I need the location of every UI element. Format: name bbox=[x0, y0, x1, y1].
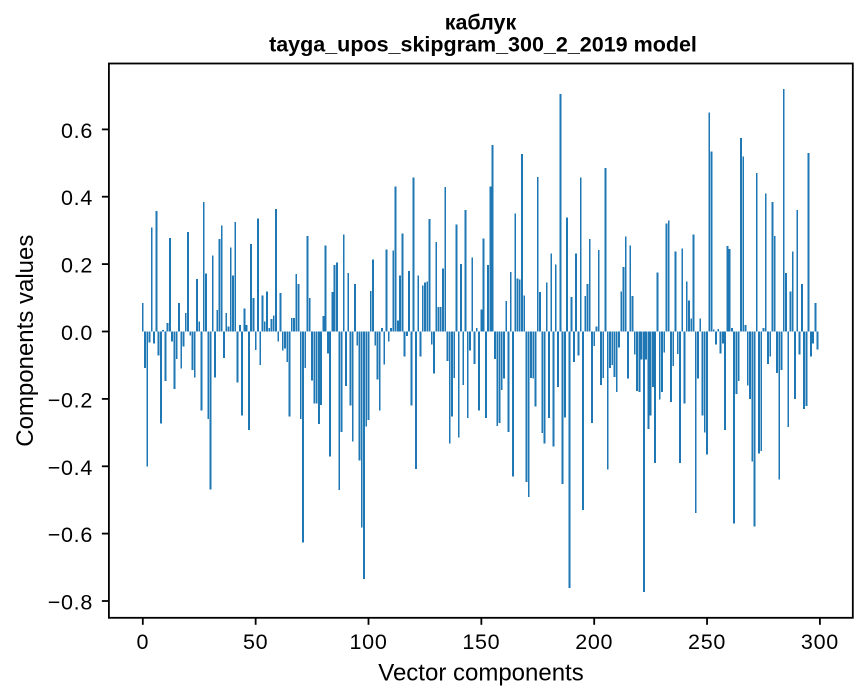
svg-text:0: 0 bbox=[136, 630, 149, 654]
svg-text:300: 300 bbox=[801, 630, 839, 654]
svg-text:50: 50 bbox=[243, 630, 268, 654]
svg-text:−0.4: −0.4 bbox=[48, 456, 93, 480]
svg-text:каблук: каблук bbox=[445, 11, 517, 35]
svg-text:0.2: 0.2 bbox=[61, 254, 93, 278]
svg-text:Components values: Components values bbox=[12, 235, 39, 447]
svg-text:250: 250 bbox=[688, 630, 726, 654]
svg-text:200: 200 bbox=[575, 630, 613, 654]
svg-text:−0.2: −0.2 bbox=[48, 388, 93, 412]
svg-text:−0.8: −0.8 bbox=[48, 591, 93, 615]
svg-text:100: 100 bbox=[350, 630, 388, 654]
svg-text:−0.6: −0.6 bbox=[48, 523, 93, 547]
svg-text:0.0: 0.0 bbox=[61, 321, 93, 345]
svg-text:150: 150 bbox=[462, 630, 500, 654]
svg-text:0.6: 0.6 bbox=[61, 119, 93, 143]
svg-text:Vector components: Vector components bbox=[378, 659, 583, 686]
svg-text:0.4: 0.4 bbox=[61, 186, 93, 210]
svg-text:tayga_upos_skipgram_300_2_2019: tayga_upos_skipgram_300_2_2019 model bbox=[269, 33, 697, 57]
